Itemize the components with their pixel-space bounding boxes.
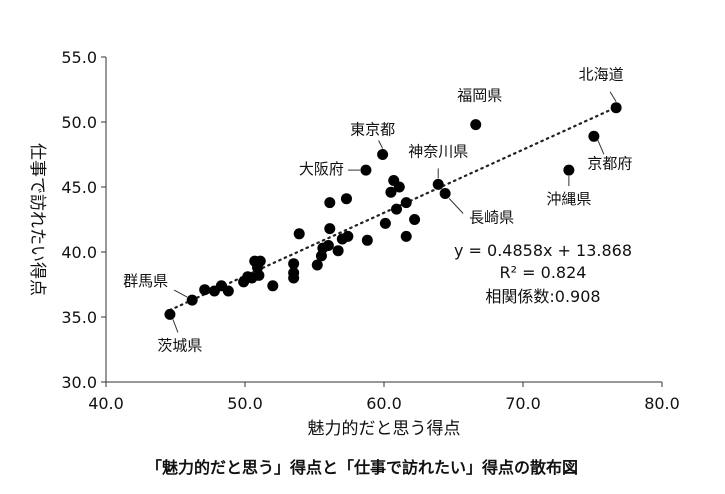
point-label: 神奈川県 xyxy=(408,142,468,160)
x-axis-title: 魅力的だと思う得点 xyxy=(308,419,461,439)
data-point xyxy=(288,272,300,284)
point-label: 東京都 xyxy=(350,121,395,139)
data-point xyxy=(336,233,348,245)
point-label: 京都府 xyxy=(587,154,632,172)
point-label: 茨城県 xyxy=(157,336,202,354)
data-point xyxy=(385,186,397,198)
point-label: 福岡県 xyxy=(457,87,502,105)
leader-line xyxy=(378,140,384,149)
equation-label: y = 0.4858x + 13.868 xyxy=(454,241,632,260)
y-tick-label: 35.0 xyxy=(61,308,97,327)
point-label: 群馬県 xyxy=(123,272,168,290)
data-point xyxy=(332,245,344,257)
data-point-茨城県 xyxy=(164,308,176,320)
point-label: 大阪府 xyxy=(299,160,344,178)
data-point xyxy=(315,250,327,262)
data-point-大阪府 xyxy=(360,164,372,176)
data-point xyxy=(267,280,279,292)
data-point-福岡県 xyxy=(470,119,482,131)
point-label: 沖縄県 xyxy=(546,190,591,208)
y-tick-label: 40.0 xyxy=(61,243,97,262)
data-point-北海道 xyxy=(610,102,622,114)
y-axis-title: 仕事で訪れたい得点 xyxy=(27,143,47,296)
leader-line xyxy=(448,198,464,214)
data-point xyxy=(393,181,405,193)
data-point xyxy=(324,197,336,209)
leader-line xyxy=(173,289,188,298)
x-tick-label: 70.0 xyxy=(505,394,541,413)
data-point xyxy=(391,203,403,215)
y-tick-label: 30.0 xyxy=(61,373,97,392)
x-tick-label: 40.0 xyxy=(88,394,124,413)
point-label: 長崎県 xyxy=(469,209,514,227)
correlation-label: 相関係数:0.908 xyxy=(485,287,600,306)
data-point xyxy=(400,230,412,242)
x-tick-label: 60.0 xyxy=(366,394,402,413)
data-point xyxy=(293,228,305,240)
data-point xyxy=(340,193,352,205)
data-point xyxy=(208,285,220,297)
data-point-群馬県 xyxy=(186,294,198,306)
data-point-東京都 xyxy=(377,149,389,160)
y-tick-label: 50.0 xyxy=(61,113,97,132)
data-point xyxy=(379,217,391,229)
data-point xyxy=(222,285,234,297)
data-point xyxy=(324,223,336,235)
data-point xyxy=(311,259,323,271)
data-point xyxy=(409,214,421,225)
leader-line xyxy=(609,91,617,102)
chart-caption: 「魅力的だと思う」得点と「仕事で訪れたい」得点の散布図 xyxy=(146,458,578,477)
data-point xyxy=(400,197,412,209)
y-tick-label: 45.0 xyxy=(61,178,97,197)
leader-line xyxy=(597,140,605,155)
x-tick-label: 80.0 xyxy=(644,394,680,413)
x-tick-label: 50.0 xyxy=(227,394,263,413)
r-squared-label: R² = 0.824 xyxy=(500,263,587,282)
point-label: 北海道 xyxy=(579,66,624,84)
data-point-京都府 xyxy=(588,130,600,142)
y-tick-label: 55.0 xyxy=(61,48,97,67)
data-point xyxy=(288,258,300,270)
data-point xyxy=(199,284,211,296)
data-point xyxy=(238,276,250,288)
data-point-長崎県 xyxy=(439,188,451,199)
leader-line xyxy=(172,319,179,333)
data-point xyxy=(361,234,373,246)
data-point-沖縄県 xyxy=(563,164,575,176)
data-point-神奈川県 xyxy=(432,178,444,190)
